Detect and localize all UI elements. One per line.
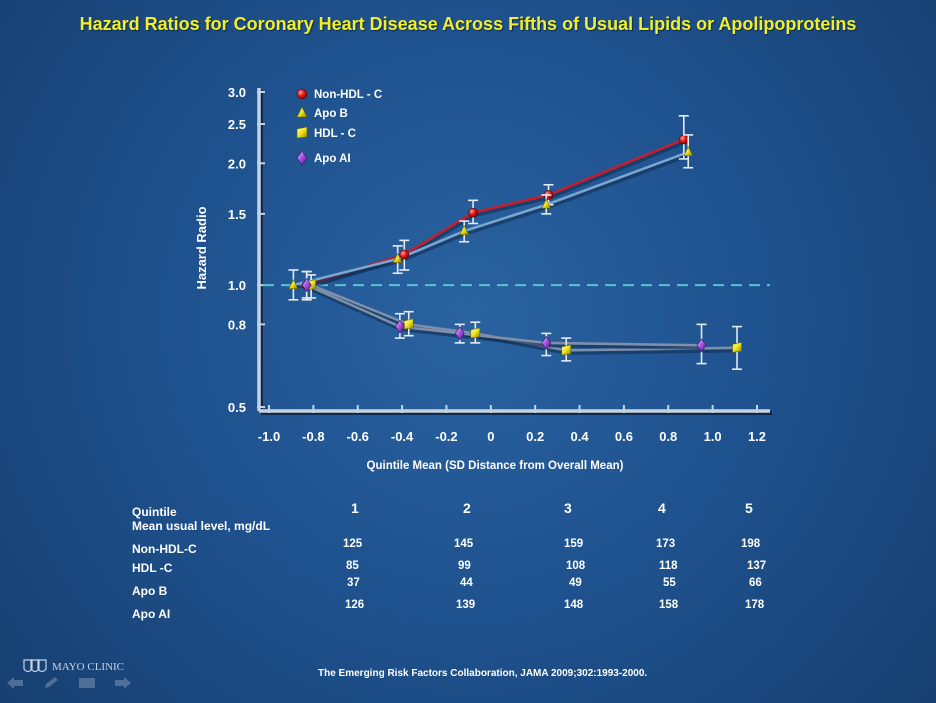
logo-text: MAYO CLINIC	[52, 661, 125, 673]
data-point	[392, 252, 403, 263]
back-arrow-icon[interactable]	[6, 676, 24, 690]
data-point	[678, 134, 689, 145]
table-cell: 66	[749, 577, 762, 589]
x-tick-label: 0.2	[526, 429, 544, 444]
table-row-label-apob: Apo B	[132, 584, 168, 598]
x-tick-label: 0	[487, 429, 494, 444]
x-tick-label: 0.4	[571, 429, 590, 444]
table-cell: 198	[741, 538, 761, 550]
citation: The Emerging Risk Factors Collaboration,…	[318, 668, 648, 679]
x-axis-label: Quintile Mean (SD Distance from Overall …	[367, 460, 624, 472]
slide-navigation	[6, 676, 132, 690]
table-cell: 44	[460, 577, 473, 589]
table-quintile-3: 3	[564, 500, 572, 516]
slide-title: Hazard Ratios for Coronary Heart Disease…	[79, 14, 857, 34]
x-tick-label: -0.2	[435, 429, 457, 444]
table-cell: 126	[345, 599, 365, 611]
table-cell: 159	[564, 538, 584, 550]
data-point	[561, 344, 572, 356]
legend-marker	[296, 126, 308, 139]
table-cell: 158	[659, 599, 679, 611]
data-point	[403, 318, 414, 330]
series-line	[293, 150, 689, 287]
legend-label: Non-HDL - C	[314, 89, 382, 101]
x-tick-label: -1.0	[258, 429, 280, 444]
x-tick-label: 0.6	[615, 429, 633, 444]
legend-label: HDL - C	[314, 128, 356, 140]
y-tick-label: 0.8	[228, 317, 246, 332]
table-quintile-1: 1	[351, 500, 359, 516]
table-row-label-nonhdl: Non-HDL-C	[132, 542, 197, 556]
series-line	[306, 138, 685, 287]
table-quintile-2: 2	[463, 500, 471, 516]
table-quintile-label: Quintile	[132, 505, 177, 519]
legend-marker	[296, 88, 308, 100]
table-cell: 173	[656, 538, 676, 550]
x-tick-label: -0.8	[302, 429, 324, 444]
x-tick-label: 1.2	[748, 429, 766, 444]
forward-arrow-icon[interactable]	[114, 676, 132, 690]
table-cell: 139	[456, 599, 476, 611]
table-cell: 55	[663, 577, 676, 589]
table-cell: 178	[745, 599, 765, 611]
x-tick-label: 0.8	[659, 429, 677, 444]
data-point	[301, 278, 312, 293]
y-tick-label: 1.0	[228, 278, 246, 293]
table-row-label-apoai: Apo AI	[132, 607, 171, 621]
mayo-clinic-logo: MAYO CLINIC	[22, 658, 124, 676]
data-point	[732, 341, 742, 353]
y-tick-label: 2.0	[228, 156, 246, 171]
y-tick-label: 3.0	[228, 85, 246, 100]
table-mean-label: Mean usual level, mg/dL	[132, 519, 271, 533]
data-point	[395, 319, 405, 334]
menu-icon[interactable]	[78, 676, 96, 690]
hazard-ratio-chart: 0.5 0.8 1.0 1.5 2.0 2.5 3.0 -1.0 -0.8 -0.6 -0.4 -0.…	[194, 85, 772, 472]
data-point	[541, 198, 552, 209]
data-point	[454, 326, 465, 341]
y-tick-label: 2.5	[228, 117, 246, 132]
table-cell: 125	[343, 538, 363, 550]
table-cell: 85	[346, 560, 359, 572]
table-cell: 118	[659, 560, 678, 572]
table-row-label-hdl: HDL -C	[132, 561, 173, 575]
edit-icon[interactable]	[42, 676, 60, 690]
table-cell: 148	[564, 599, 584, 611]
data-point	[696, 338, 707, 353]
x-tick-label: -0.4	[391, 429, 414, 444]
y-axis-label: Hazard Radio	[194, 206, 209, 289]
data-point	[399, 249, 410, 260]
shield-icon	[23, 659, 47, 673]
legend-marker	[296, 106, 308, 118]
table-cell: 137	[747, 560, 767, 572]
table-cell: 145	[454, 538, 474, 550]
y-tick-label: 0.5	[228, 400, 246, 415]
table-cell: 108	[566, 560, 586, 572]
legend-label: Apo AI	[314, 153, 351, 165]
x-tick-label: -0.6	[347, 429, 369, 444]
data-point	[541, 335, 552, 350]
data-point	[470, 327, 481, 339]
table-quintile-4: 4	[658, 500, 666, 516]
table-cell: 37	[347, 577, 360, 589]
table-cell: 49	[569, 577, 582, 589]
data-point	[468, 207, 478, 218]
y-tick-label: 1.5	[228, 207, 246, 222]
legend-marker	[296, 150, 308, 166]
data-point	[459, 224, 470, 235]
table-cell: 99	[458, 560, 471, 572]
data-point	[288, 278, 299, 289]
table-quintile-5: 5	[745, 500, 753, 516]
legend-label: Apo B	[314, 108, 348, 120]
x-tick-label: 1.0	[704, 429, 722, 444]
data-point	[683, 146, 694, 157]
